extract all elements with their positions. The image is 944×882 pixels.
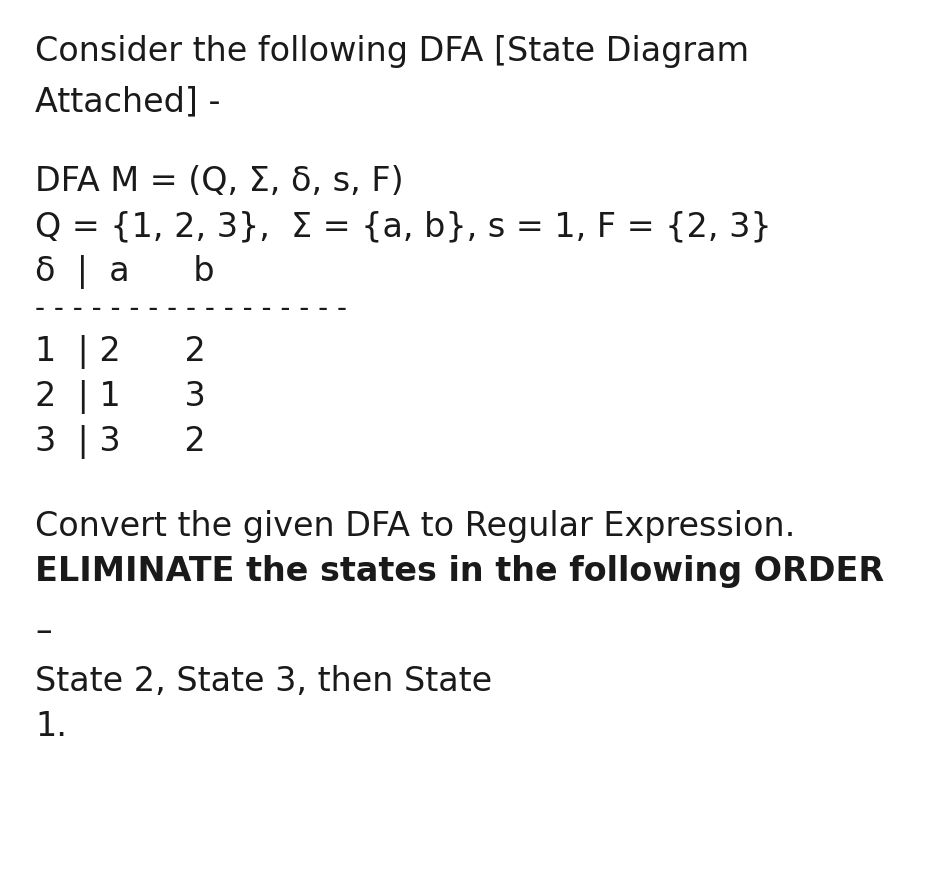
Text: State 2, State 3, then State: State 2, State 3, then State: [35, 665, 492, 698]
Text: δ  |  a      b: δ | a b: [35, 255, 214, 289]
Text: Attached] -: Attached] -: [35, 85, 220, 118]
Text: –: –: [35, 615, 52, 648]
Text: - - - - - - - - - - - - - - - - -: - - - - - - - - - - - - - - - - -: [35, 295, 346, 323]
Text: ELIMINATE the states in the following ORDER: ELIMINATE the states in the following OR…: [35, 555, 884, 588]
Text: 3  | 3      2: 3 | 3 2: [35, 425, 206, 459]
Text: 1.: 1.: [35, 710, 67, 743]
Text: Convert the given DFA to Regular Expression.: Convert the given DFA to Regular Express…: [35, 510, 795, 543]
Text: Q = {1, 2, 3},  Σ = {a, b}, s = 1, F = {2, 3}: Q = {1, 2, 3}, Σ = {a, b}, s = 1, F = {2…: [35, 210, 771, 243]
Text: 2  | 1      3: 2 | 1 3: [35, 380, 206, 414]
Text: DFA M = (Q, Σ, δ, s, F): DFA M = (Q, Σ, δ, s, F): [35, 165, 403, 198]
Text: 1  | 2      2: 1 | 2 2: [35, 335, 206, 369]
Text: Consider the following DFA [State Diagram: Consider the following DFA [State Diagra…: [35, 35, 749, 68]
